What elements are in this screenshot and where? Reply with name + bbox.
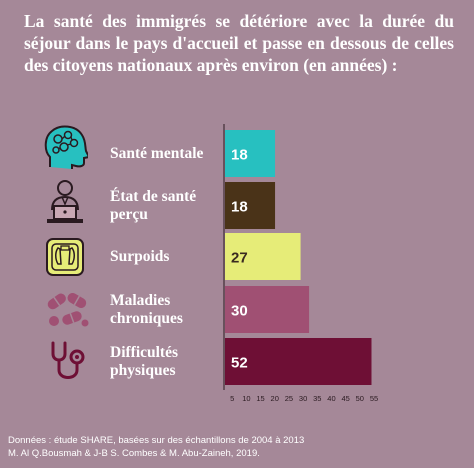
bar-value-label-4: 30 — [231, 303, 248, 320]
category-label-4: Maladieschroniques — [110, 292, 183, 328]
x-tick-label: 45 — [341, 394, 349, 403]
doctor-laptop-icon — [44, 178, 86, 226]
category-label-2: État de santéperçu — [110, 188, 196, 224]
scale-icon — [45, 237, 85, 277]
category-label-line: perçu — [110, 206, 196, 224]
category-label-line: Santé mentale — [110, 145, 203, 163]
source-footer: Données : étude SHARE, basées sur des éc… — [8, 435, 304, 460]
x-tick-label: 10 — [242, 394, 250, 403]
x-tick-label: 40 — [327, 394, 335, 403]
bar-value-label-1: 18 — [231, 147, 248, 164]
x-tick-label: 35 — [313, 394, 321, 403]
pills-icon — [44, 290, 90, 330]
x-tick-label: 15 — [256, 394, 264, 403]
x-tick-label: 25 — [285, 394, 293, 403]
bar-value-label-2: 18 — [231, 199, 248, 216]
bar-value-label-3: 27 — [231, 250, 248, 267]
brain-head-icon — [42, 123, 88, 171]
source-line-2: M. Al Q.Bousmah & J-B S. Combes & M. Abu… — [8, 448, 304, 461]
x-tick-label: 5 — [230, 394, 234, 403]
category-label-line: physiques — [110, 362, 178, 380]
category-label-line: Maladies — [110, 292, 183, 310]
category-label-3: Surpoids — [110, 248, 169, 266]
x-tick-label: 30 — [299, 394, 307, 403]
category-label-line: État de santé — [110, 188, 196, 206]
category-label-line: Difficultés — [110, 344, 178, 362]
x-tick-label: 20 — [271, 394, 279, 403]
category-label-5: Difficultésphysiques — [110, 344, 178, 380]
category-label-line: chroniques — [110, 310, 183, 328]
category-label-1: Santé mentale — [110, 145, 203, 163]
stethoscope-icon — [47, 340, 89, 384]
x-tick-label: 50 — [356, 394, 364, 403]
x-tick-label: 55 — [370, 394, 378, 403]
bar-value-label-5: 52 — [231, 355, 248, 372]
source-line-1: Données : étude SHARE, basées sur des éc… — [8, 435, 304, 448]
category-label-line: Surpoids — [110, 248, 169, 266]
